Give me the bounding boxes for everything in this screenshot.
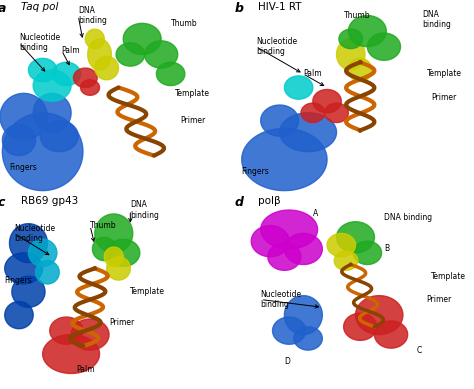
Polygon shape [81, 80, 100, 95]
Polygon shape [5, 253, 43, 284]
Polygon shape [107, 257, 130, 280]
Text: DNA
binding: DNA binding [78, 6, 107, 25]
Polygon shape [36, 261, 59, 284]
Polygon shape [374, 321, 408, 348]
Text: Thumb: Thumb [344, 11, 370, 20]
Polygon shape [344, 313, 377, 340]
Polygon shape [28, 58, 57, 82]
Text: Taq pol: Taq pol [21, 2, 59, 12]
Polygon shape [123, 23, 161, 54]
Polygon shape [348, 16, 386, 47]
Text: C: C [417, 345, 422, 355]
Text: Template: Template [427, 69, 462, 79]
Polygon shape [313, 89, 341, 113]
Polygon shape [85, 29, 104, 49]
Polygon shape [5, 301, 33, 329]
Polygon shape [242, 128, 327, 191]
Text: Primer: Primer [180, 116, 205, 125]
Polygon shape [261, 105, 299, 136]
Polygon shape [284, 233, 322, 265]
Text: Nucleotide
binding: Nucleotide binding [261, 290, 302, 309]
Polygon shape [2, 113, 83, 191]
Polygon shape [71, 319, 109, 350]
Text: D: D [284, 357, 290, 366]
Text: a: a [0, 2, 6, 15]
Polygon shape [40, 121, 78, 152]
Text: polβ: polβ [258, 196, 281, 207]
Polygon shape [52, 62, 81, 86]
Text: Template: Template [175, 89, 210, 98]
Text: B: B [384, 244, 389, 254]
Polygon shape [339, 29, 363, 49]
Polygon shape [95, 214, 133, 253]
Polygon shape [145, 41, 178, 68]
Polygon shape [301, 103, 325, 123]
Text: Fingers: Fingers [9, 163, 37, 172]
Text: Fingers: Fingers [242, 166, 270, 176]
Text: Fingers: Fingers [5, 275, 33, 285]
Polygon shape [2, 124, 36, 156]
Text: Template: Template [431, 272, 466, 281]
Polygon shape [337, 39, 365, 70]
Polygon shape [9, 224, 47, 263]
Polygon shape [284, 76, 313, 99]
Polygon shape [294, 327, 322, 350]
Polygon shape [367, 33, 401, 60]
Text: DNA binding: DNA binding [384, 213, 432, 223]
Polygon shape [33, 70, 71, 101]
Polygon shape [33, 93, 71, 132]
Polygon shape [280, 113, 337, 152]
Text: b: b [235, 2, 244, 15]
Text: Palm: Palm [303, 69, 322, 79]
Text: DNA
binding: DNA binding [422, 10, 451, 29]
Polygon shape [107, 239, 140, 266]
Polygon shape [12, 276, 45, 307]
Text: d: d [235, 196, 244, 209]
Text: Palm: Palm [76, 365, 94, 374]
Polygon shape [353, 241, 382, 265]
Polygon shape [50, 317, 83, 344]
Polygon shape [0, 93, 47, 140]
Polygon shape [273, 317, 306, 344]
Text: Template: Template [130, 287, 165, 296]
Polygon shape [116, 43, 145, 66]
Text: RB69 gp43: RB69 gp43 [21, 196, 79, 207]
Polygon shape [261, 210, 318, 249]
Polygon shape [284, 296, 322, 335]
Text: c: c [0, 196, 5, 209]
Polygon shape [327, 233, 356, 257]
Polygon shape [356, 296, 403, 335]
Text: Primer: Primer [427, 295, 452, 304]
Text: Primer: Primer [109, 318, 134, 328]
Text: Primer: Primer [431, 93, 456, 102]
Text: Nucleotide
binding: Nucleotide binding [256, 37, 297, 56]
Text: Nucleotide
binding: Nucleotide binding [19, 33, 60, 53]
Text: Palm: Palm [62, 46, 80, 55]
Polygon shape [268, 243, 301, 270]
Text: Nucleotide
binding: Nucleotide binding [14, 224, 55, 243]
Polygon shape [104, 247, 123, 266]
Polygon shape [88, 39, 111, 70]
Polygon shape [95, 56, 118, 80]
Polygon shape [251, 226, 289, 257]
Text: A: A [313, 209, 318, 219]
Text: Thumb: Thumb [90, 221, 117, 230]
Polygon shape [28, 239, 57, 266]
Polygon shape [348, 58, 372, 82]
Polygon shape [73, 68, 97, 88]
Polygon shape [156, 62, 185, 86]
Text: DNA
binding: DNA binding [130, 200, 159, 220]
Text: Thumb: Thumb [171, 19, 197, 28]
Text: HIV-1 RT: HIV-1 RT [258, 2, 302, 12]
Polygon shape [325, 103, 348, 123]
Polygon shape [43, 335, 100, 373]
Polygon shape [334, 251, 358, 270]
Polygon shape [92, 237, 116, 261]
Polygon shape [337, 222, 374, 253]
